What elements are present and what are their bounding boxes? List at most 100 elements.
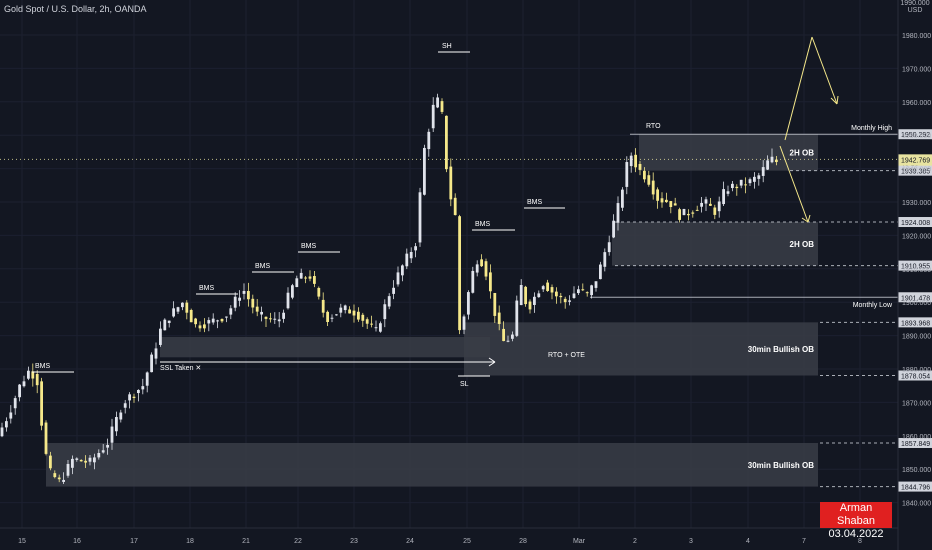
candle-body	[775, 159, 778, 163]
candle-body	[748, 179, 752, 184]
candle-body	[291, 285, 294, 298]
candle-body	[445, 115, 448, 170]
candle-body	[669, 201, 673, 208]
candle-body	[555, 291, 558, 297]
author-name: Arman Shaban	[837, 502, 875, 527]
candle-body	[176, 307, 180, 312]
projection-down-head	[801, 217, 809, 223]
candle-body	[511, 334, 514, 339]
candle-body	[634, 154, 637, 168]
price-label: 1893.968	[901, 320, 930, 327]
price-level-lines: 1950.2921942.76942:521939.3851924.008191…	[0, 129, 932, 492]
candle-body	[757, 175, 761, 179]
time-tick-label: 16	[73, 538, 81, 545]
candle-body	[282, 312, 285, 319]
candle-body	[119, 412, 123, 420]
time-axis[interactable]: 15 16 17 18 21 22 23 24 25 28 Mar 2 3 4 7 8	[0, 527, 898, 545]
candle-body	[392, 287, 395, 294]
candle-body	[203, 324, 206, 329]
price-tick-label: 1980.000	[902, 33, 931, 40]
candle-body	[97, 452, 101, 458]
order-block-label: 2H OB	[790, 240, 815, 249]
candle-body	[612, 220, 615, 238]
time-tick-label: 24	[406, 538, 414, 545]
candle-body	[603, 252, 607, 267]
candle-body	[365, 319, 369, 324]
ssl-arrow-head	[488, 361, 496, 367]
candle-body	[18, 384, 21, 398]
candle-body	[647, 175, 651, 185]
candle-body	[101, 450, 105, 453]
candle-body	[638, 164, 642, 170]
candle-body	[5, 421, 8, 428]
price-tick-label: 1890.000	[902, 334, 931, 341]
candle-body	[141, 386, 145, 390]
candle-body	[207, 320, 211, 324]
ssl-zone	[160, 336, 490, 358]
candle-body	[308, 276, 312, 279]
candle-body	[480, 259, 483, 267]
price-label: 1901.478	[901, 295, 930, 302]
candle-body	[401, 265, 404, 276]
candle-body	[621, 189, 624, 208]
candle-body	[211, 318, 215, 323]
candle-body	[128, 394, 131, 401]
candle-body	[625, 162, 629, 187]
price-tick-label: 1940.000	[902, 167, 931, 174]
candle-body	[229, 308, 233, 315]
candle-body	[524, 286, 527, 305]
price-label-box	[898, 317, 932, 328]
candle-body	[357, 311, 360, 320]
candle-body	[458, 216, 461, 331]
price-label: 1878.054	[901, 373, 930, 380]
candle-body	[62, 479, 65, 482]
candle-body	[216, 320, 219, 322]
candle-body	[123, 403, 127, 408]
time-tick-label: 15	[18, 538, 26, 545]
candle-body	[761, 167, 765, 176]
time-tick-label: 23	[350, 538, 358, 545]
candle-body	[379, 323, 382, 332]
projection-up-head	[830, 97, 838, 105]
candle-body	[387, 296, 391, 307]
candle-body	[137, 389, 140, 394]
price-tick-label: 1900.000	[902, 300, 931, 307]
candle-body	[22, 381, 26, 387]
price-tick-label: 1840.000	[902, 501, 931, 508]
candle-body	[335, 314, 338, 316]
candle-body	[154, 348, 158, 359]
candle-body	[0, 427, 4, 437]
price-label-box	[898, 129, 932, 140]
time-tick-label: Mar	[573, 538, 586, 545]
order-block-zone	[639, 134, 818, 171]
candle-body	[550, 287, 554, 293]
projection-up	[811, 36, 838, 105]
bms-label: BMS	[199, 285, 215, 292]
candle-body	[163, 319, 167, 331]
candle-body	[559, 295, 563, 298]
price-label: 1857.849	[901, 441, 930, 448]
price-axis[interactable]: 1980.000 1970.000 1960.000 1950.000 1940.000…	[897, 0, 931, 550]
candle-body	[678, 209, 681, 220]
candle-body	[695, 209, 699, 211]
candle-body	[572, 293, 576, 298]
candle-body	[198, 325, 202, 329]
candle-body	[753, 176, 756, 182]
candle-body	[264, 316, 268, 319]
candle-body	[590, 285, 593, 296]
price-label: 1844.796	[901, 485, 930, 492]
candle-body	[431, 104, 435, 129]
price-tick-label: 1970.000	[902, 66, 931, 73]
ssl-arrow-head	[488, 357, 496, 363]
candle-body	[489, 272, 492, 292]
time-tick-label: 17	[130, 538, 138, 545]
price-label: 1910.955	[901, 264, 930, 271]
candle-body	[13, 398, 17, 409]
candle-body	[770, 156, 774, 163]
candle-body	[533, 296, 536, 305]
order-block-label: 2H OB	[790, 148, 815, 157]
candle-body	[233, 296, 237, 308]
candle-body	[717, 201, 721, 212]
candlestick-series	[0, 93, 778, 484]
